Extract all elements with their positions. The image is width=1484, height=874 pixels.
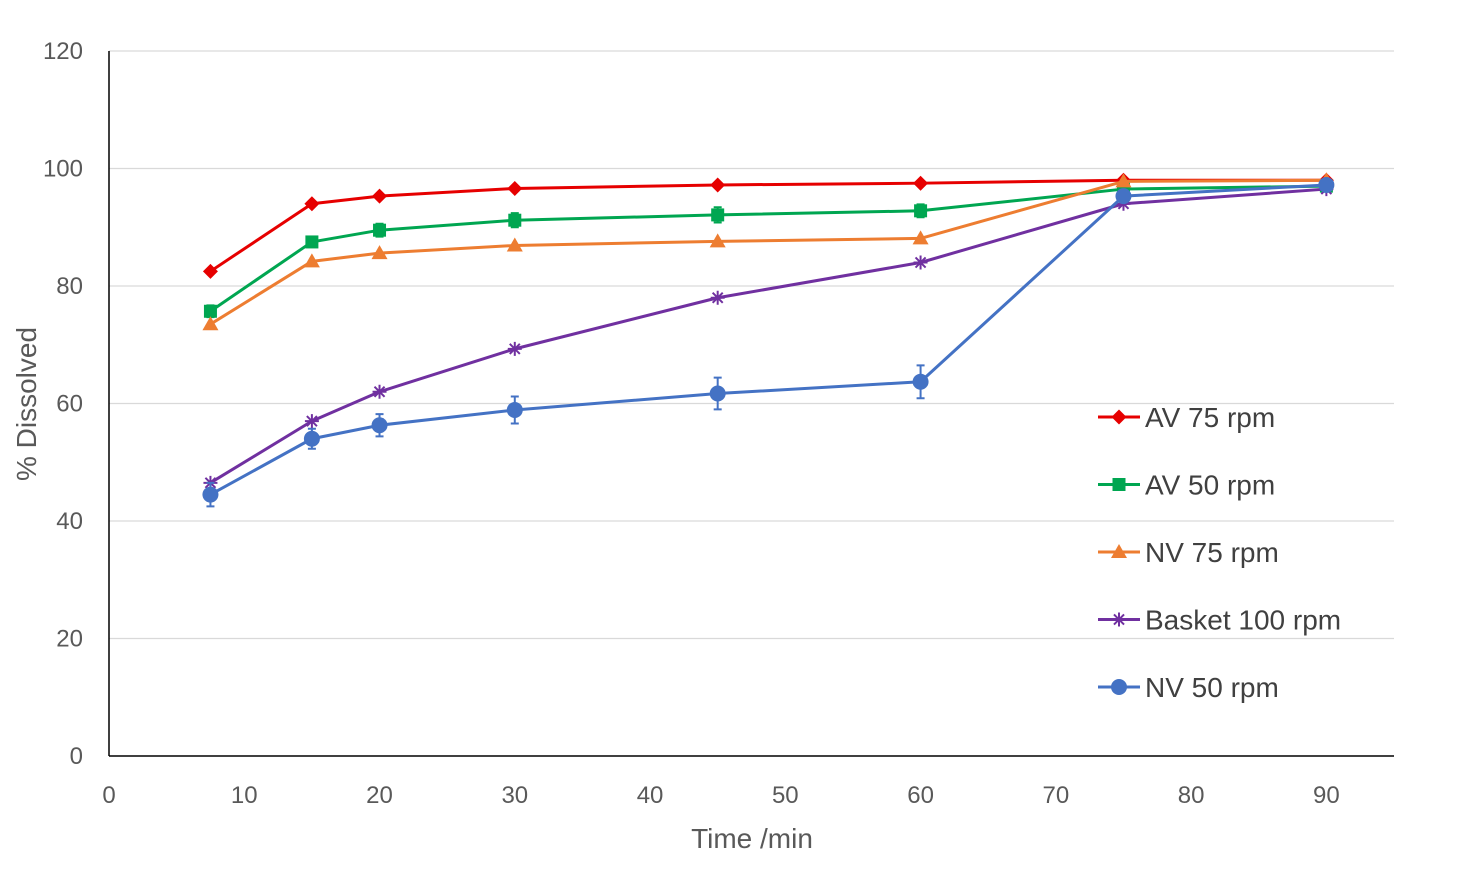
- y-tick-label: 40: [56, 508, 83, 535]
- x-tick-label: 40: [637, 782, 664, 809]
- x-tick-label: 10: [231, 782, 258, 809]
- data-point: [372, 188, 388, 204]
- data-point: [709, 233, 726, 248]
- data-point: [507, 180, 523, 196]
- y-axis-title: % Dissolved: [11, 327, 42, 481]
- series-av-50-rpm: [203, 179, 1333, 319]
- series-layer: [202, 172, 1335, 508]
- data-point: [303, 253, 320, 268]
- data-point: [1318, 176, 1335, 193]
- series-nv-50-rpm: [202, 176, 1335, 508]
- legend-item: Basket 100 rpm: [1098, 605, 1341, 636]
- legend-label: Basket 100 rpm: [1145, 605, 1341, 636]
- y-tick-label: 0: [70, 743, 83, 770]
- data-point: [371, 245, 388, 260]
- x-tick-label: 70: [1042, 782, 1069, 809]
- gridlines: [109, 50, 1394, 640]
- x-tick-label: 50: [772, 782, 799, 809]
- data-point: [371, 417, 388, 434]
- data-point: [913, 175, 929, 191]
- data-point: [305, 235, 319, 249]
- data-point: [710, 290, 725, 305]
- series-basket-100-rpm: [203, 182, 1334, 490]
- data-point: [1115, 188, 1132, 205]
- data-point: [912, 373, 929, 390]
- legend-label: NV 50 rpm: [1145, 672, 1279, 703]
- legend-marker: [1111, 409, 1127, 425]
- y-tick-labels: 0 20 40 60 80 100 120: [43, 38, 83, 770]
- data-point: [1115, 173, 1132, 188]
- data-point: [303, 430, 320, 447]
- series-line: [209, 178, 1327, 326]
- series-av-75-rpm: [202, 172, 1334, 279]
- data-point: [203, 304, 217, 318]
- data-point: [506, 237, 523, 252]
- x-tick-label: 80: [1178, 782, 1205, 809]
- y-tick-label: 120: [43, 38, 83, 65]
- data-point: [711, 208, 725, 222]
- data-point: [709, 385, 726, 402]
- y-tick-label: 80: [56, 273, 83, 300]
- x-tick-label: 0: [102, 782, 115, 809]
- series-line: [209, 183, 1327, 496]
- data-point: [373, 223, 387, 237]
- data-point: [507, 341, 522, 356]
- y-tick-label: 20: [56, 626, 83, 653]
- legend-item: AV 75 rpm: [1098, 402, 1275, 433]
- data-point: [202, 316, 219, 331]
- legend-item: NV 75 rpm: [1098, 537, 1279, 568]
- data-point: [304, 196, 320, 212]
- legend-label: AV 75 rpm: [1145, 402, 1275, 433]
- data-point: [913, 255, 928, 270]
- x-axis-title: Time /min: [691, 823, 813, 854]
- legend-marker: [1112, 478, 1126, 491]
- x-tick-label: 20: [366, 782, 393, 809]
- x-tick-label: 60: [907, 782, 934, 809]
- data-point: [202, 263, 218, 279]
- data-point: [710, 177, 726, 193]
- data-point: [304, 414, 319, 429]
- legend-marker: [1111, 544, 1127, 558]
- y-tick-label: 60: [56, 391, 83, 418]
- x-tick-label: 30: [501, 782, 528, 809]
- series-line: [209, 187, 1327, 485]
- x-tick-labels: 0 10 20 30 40 50 60 70 80 90: [102, 782, 1339, 809]
- data-point: [202, 486, 219, 503]
- series-line: [209, 178, 1327, 273]
- data-point: [372, 384, 387, 399]
- legend-marker: [1111, 679, 1127, 695]
- data-point: [508, 213, 522, 227]
- legend-item: AV 50 rpm: [1098, 470, 1275, 501]
- data-point: [912, 230, 929, 245]
- x-tick-label: 90: [1313, 782, 1340, 809]
- axes: [108, 51, 1394, 757]
- legend-item: NV 50 rpm: [1098, 672, 1279, 703]
- legend-marker: [1112, 612, 1126, 627]
- legend-label: AV 50 rpm: [1145, 470, 1275, 501]
- legend: AV 75 rpm AV 50 rpm NV 75 rpm Basket 100 rp…: [1098, 402, 1341, 703]
- series-line: [209, 184, 1327, 313]
- data-point: [914, 204, 928, 218]
- y-tick-label: 100: [43, 156, 83, 183]
- data-point: [506, 401, 523, 418]
- legend-label: NV 75 rpm: [1145, 537, 1279, 568]
